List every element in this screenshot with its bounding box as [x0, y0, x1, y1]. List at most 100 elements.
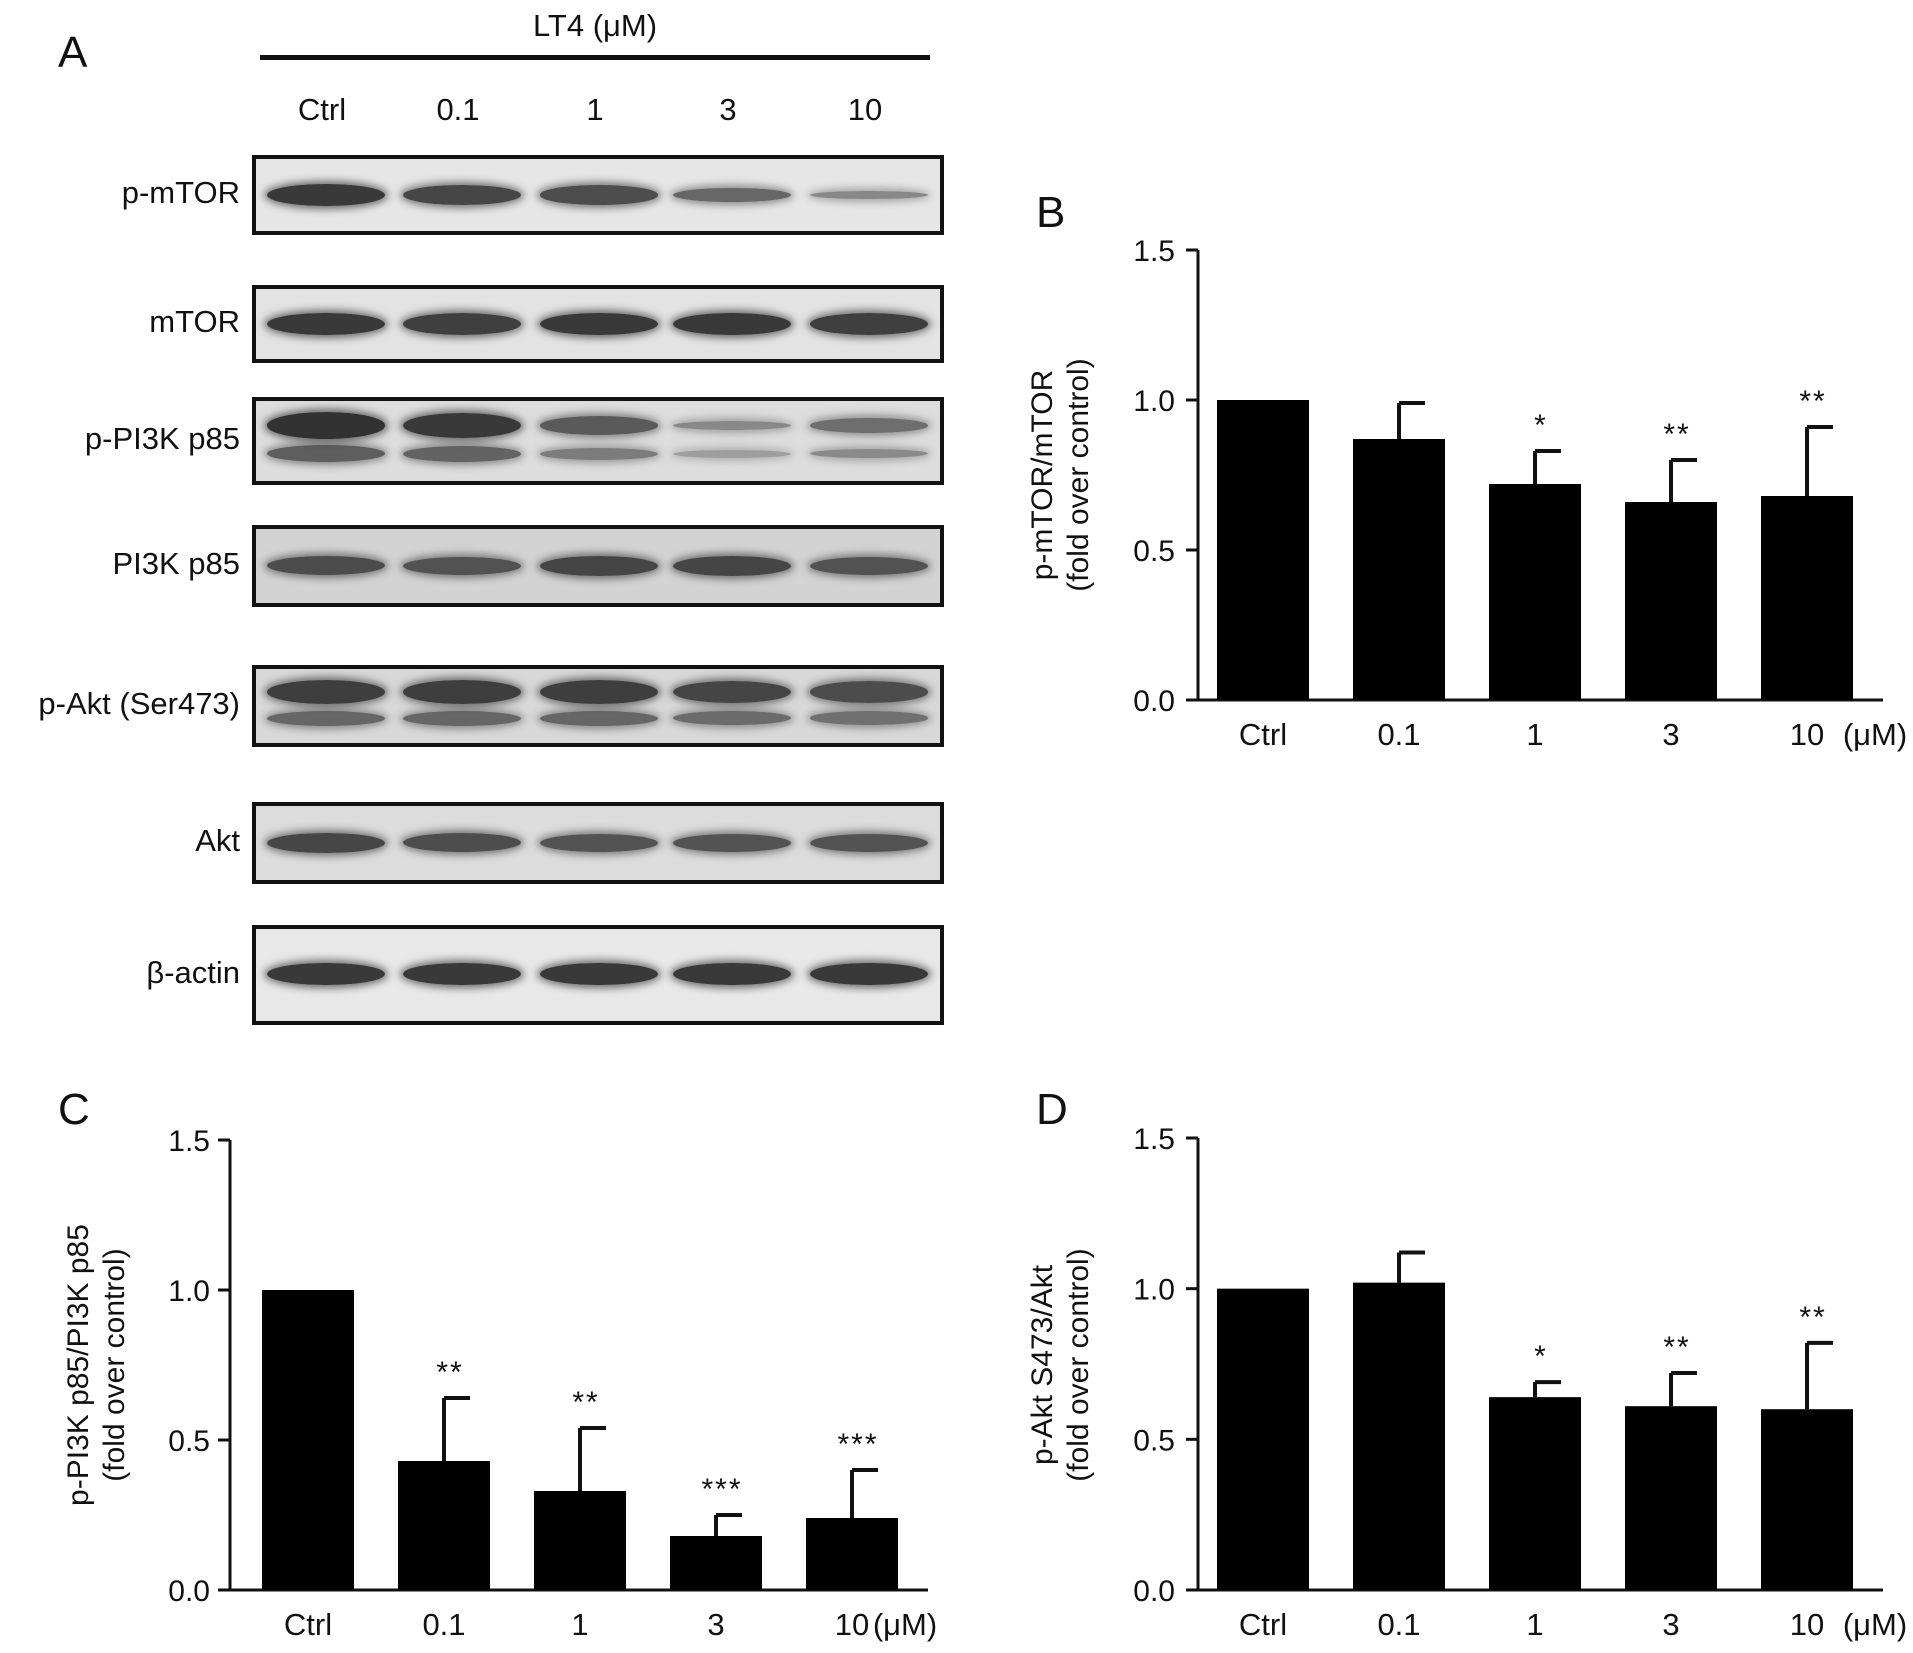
blot-membrane [252, 802, 944, 884]
bar [1217, 1288, 1309, 1590]
blot-band [673, 421, 791, 431]
bar [1761, 496, 1853, 700]
bar [262, 1290, 354, 1590]
bar [1625, 1406, 1717, 1590]
panel-letter-b: B [1036, 188, 1066, 237]
x-tick-label: 10 [1790, 1607, 1824, 1642]
x-tick-label: 0.1 [1377, 1607, 1420, 1642]
blot-band [540, 312, 658, 336]
y-axis-label: (fold over control) [1062, 358, 1095, 591]
blot-membrane [252, 665, 944, 747]
x-unit-label: (μM) [1843, 717, 1907, 752]
blot-band [810, 962, 928, 986]
blot-band [673, 187, 791, 203]
x-tick-label: 3 [1662, 717, 1679, 752]
blot-band [267, 710, 385, 726]
blot-label: PI3K p85 [112, 546, 240, 581]
y-tick-label: 0.5 [1133, 1424, 1175, 1457]
blot-band [810, 190, 928, 200]
x-tick-label: Ctrl [1239, 717, 1287, 752]
bar [670, 1536, 762, 1590]
blot-band [673, 962, 791, 986]
significance-marker: ** [436, 1356, 463, 1389]
lane-label: 10 [847, 92, 883, 127]
y-tick-label: 1.0 [168, 1275, 210, 1308]
x-tick-label: 10 [1790, 717, 1824, 752]
blot-label: mTOR [149, 304, 240, 339]
lane-label: 1 [586, 92, 604, 127]
blot-band [540, 447, 658, 460]
significance-marker: ** [1799, 1301, 1826, 1334]
x-tick-label: 10 [835, 1607, 869, 1642]
significance-marker: * [1534, 1340, 1548, 1373]
blot-band [810, 313, 928, 335]
x-tick-label: 0.1 [1377, 717, 1420, 752]
y-axis-label: p-Akt S473/Akt [1026, 1264, 1059, 1465]
blot-band [403, 556, 521, 575]
blot-membrane [252, 525, 944, 607]
blot-membrane [252, 925, 944, 1025]
blot-membrane [252, 285, 944, 363]
bar [1353, 1282, 1445, 1590]
x-tick-label: Ctrl [284, 1607, 332, 1642]
blot-band [267, 556, 385, 576]
bar [1489, 484, 1581, 700]
y-axis-label: p-PI3K p85/PI3K p85 [62, 1224, 95, 1506]
significance-marker: *** [837, 1428, 878, 1461]
x-tick-label: 1 [1526, 1607, 1543, 1642]
blot-band [673, 449, 791, 458]
bar [1761, 1409, 1853, 1590]
panel-letter-d: D [1036, 1085, 1068, 1134]
blot-band [403, 962, 521, 986]
panel-letter-c: C [58, 1085, 90, 1134]
blot-band [810, 711, 928, 725]
blot-band [403, 184, 521, 206]
x-tick-label: 3 [707, 1607, 724, 1642]
bar [1489, 1397, 1581, 1590]
y-tick-label: 0.0 [168, 1575, 210, 1608]
blot-band [403, 313, 521, 335]
blot-band [540, 680, 658, 704]
blot-band [403, 833, 521, 853]
blot-label: Akt [195, 823, 240, 858]
panel-letter-a: A [58, 28, 88, 77]
lane-label: 3 [719, 92, 737, 127]
y-tick-label: 0.0 [1133, 685, 1175, 718]
bar [1625, 502, 1717, 700]
blot-label: p-PI3K p85 [84, 421, 240, 456]
blot-label: p-mTOR [121, 175, 240, 210]
blot-band [810, 556, 928, 575]
blot-band [403, 445, 521, 462]
blot-band [540, 185, 658, 205]
blot-label: β-actin [146, 955, 240, 990]
y-tick-label: 1.0 [1133, 1274, 1175, 1307]
blot-band [673, 833, 791, 852]
blot-membrane [252, 155, 944, 235]
lane-label: 0.1 [436, 92, 480, 127]
bar [398, 1461, 490, 1590]
y-tick-label: 1.5 [168, 1125, 210, 1158]
significance-marker: *** [701, 1473, 742, 1506]
x-tick-label: 1 [571, 1607, 588, 1642]
blot-band [673, 555, 791, 577]
bar [1353, 439, 1445, 700]
blot-label: p-Akt (Ser473) [38, 686, 240, 721]
blot-band [810, 833, 928, 852]
blot-band [403, 710, 521, 726]
y-tick-label: 0.5 [168, 1425, 210, 1458]
blot-membrane [252, 397, 944, 485]
blot-band [267, 680, 385, 704]
y-tick-label: 1.5 [1133, 235, 1175, 268]
x-tick-label: 0.1 [422, 1607, 465, 1642]
blot-band [403, 413, 521, 439]
blot-band [810, 418, 928, 433]
blot-band [267, 183, 385, 207]
blot-band [267, 832, 385, 854]
bar [534, 1491, 626, 1590]
significance-marker: ** [572, 1386, 599, 1419]
blot-band [810, 449, 928, 459]
significance-marker: ** [1663, 418, 1690, 451]
blot-band [540, 416, 658, 435]
x-unit-label: (μM) [1843, 1607, 1907, 1642]
